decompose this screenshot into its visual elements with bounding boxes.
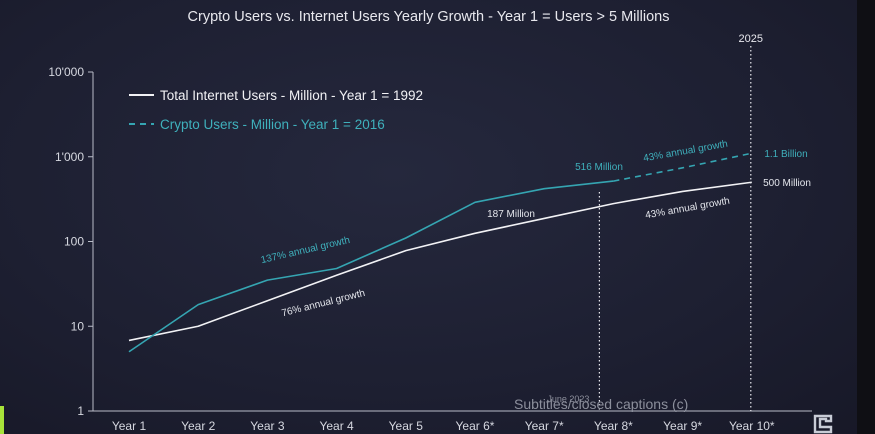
x-tick-label: Year 1 <box>112 419 147 433</box>
x-tick-label: Year 6* <box>456 419 495 433</box>
x-tick-label: Year 8* <box>594 419 633 433</box>
annotation-internet-end: 500 Million <box>763 178 811 189</box>
chart-title: Crypto Users vs. Internet Users Yearly G… <box>187 9 670 25</box>
subtitles-caption: Subtitles/closed captions (c) <box>514 396 689 412</box>
legend-label-0: Total Internet Users - Million - Year 1 … <box>160 88 423 103</box>
x-tick-label: Year 3 <box>250 419 285 433</box>
annotation-crypto-516: 516 Million <box>575 162 623 173</box>
x-tick-label: Year 2 <box>181 419 216 433</box>
annotation-crypto-end: 1.1 Billion <box>764 149 807 160</box>
y-tick-label: 100 <box>64 235 84 249</box>
x-tick-label: Year 5 <box>389 419 424 433</box>
y-tick-label: 1'000 <box>55 150 84 164</box>
x-tick-label: Year 9* <box>663 419 702 433</box>
progress-marker <box>0 406 4 434</box>
vline-label: 2025 <box>739 33 763 45</box>
x-tick-label: Year 10* <box>729 419 775 433</box>
y-tick-label: 10 <box>71 319 85 333</box>
y-tick-label: 10'000 <box>48 65 84 79</box>
series-line-1 <box>128 180 614 353</box>
legend-label-1: Crypto Users - Million - Year 1 = 2016 <box>160 117 385 132</box>
annotation-internet-187: 187 Million <box>487 209 535 220</box>
x-tick-label: Year 7* <box>525 419 564 433</box>
annotation-cagr-internet-early: 76% annual growth <box>281 288 367 319</box>
vline-label: June 2023 <box>547 394 589 404</box>
series-line-0 <box>128 181 752 342</box>
channel-logo-icon <box>813 414 833 434</box>
x-tick-label: Year 4 <box>319 419 354 433</box>
annotation-cagr-internet-late: 43% annual growth <box>644 196 730 222</box>
player-side-bar <box>857 0 875 434</box>
series-line-dashed-1 <box>613 152 752 182</box>
y-tick-label: 1 <box>77 404 84 418</box>
annotation-cagr-crypto-early: 137% annual growth <box>260 235 351 266</box>
